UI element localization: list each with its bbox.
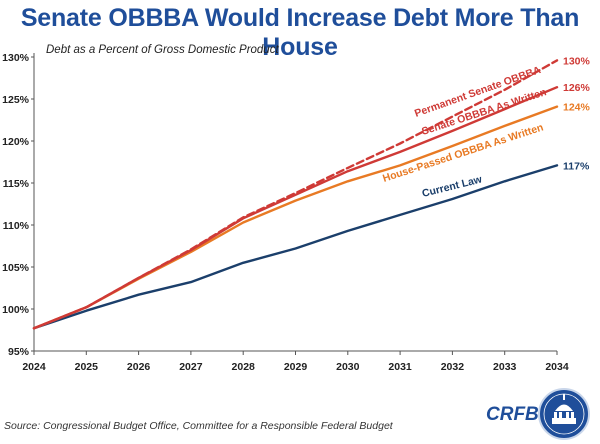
series-line-permanent-senate	[32, 59, 559, 330]
series-line-senate-as-written	[32, 85, 559, 330]
y-tick-labels: 95% 100% 105% 110% 115% 120% 125% 130%	[2, 52, 34, 358]
end-value-label-current-law: 117%	[563, 160, 590, 172]
x-tick-label: 2028	[232, 361, 256, 373]
series-label-current-law: Current Law	[421, 173, 484, 200]
y-tick-label: 100%	[2, 304, 30, 316]
y-tick-label: 110%	[3, 220, 30, 232]
series-line-current-law	[32, 164, 559, 330]
y-tick-label: 120%	[2, 136, 30, 148]
end-value-labels: 130% 126% 124% 117%	[563, 55, 591, 172]
x-tick-labels: 2024 2025 2026 2027 2028 2029 2030 2031 2032 2033…	[22, 351, 569, 373]
x-tick-label: 2030	[336, 361, 360, 373]
y-axis-description: Debt as a Percent of Gross Domestic Prod…	[46, 44, 279, 56]
series-line-house-passed	[32, 105, 559, 330]
y-tick-label: 105%	[2, 262, 30, 274]
y-tick-label: 125%	[2, 94, 30, 106]
x-tick-label: 2027	[179, 361, 203, 373]
y-tick-label: 130%	[2, 52, 30, 64]
chart-title: Senate OBBBA Would Increase Debt More Th…	[20, 4, 580, 61]
series-lines	[32, 59, 559, 330]
end-value-label-senate-as-written: 126%	[563, 82, 591, 94]
x-tick-label: 2032	[441, 361, 465, 373]
x-tick-label: 2033	[493, 361, 517, 373]
x-tick-label: 2029	[284, 361, 308, 373]
end-value-label-house-passed: 124%	[563, 102, 591, 114]
y-tick-label: 95%	[8, 346, 30, 358]
capitol-seal-icon	[538, 388, 590, 440]
x-tick-label: 2025	[75, 361, 99, 373]
x-tick-label: 2034	[545, 361, 569, 373]
x-tick-label: 2024	[22, 361, 46, 373]
y-tick-label: 115%	[3, 178, 30, 190]
x-tick-label: 2026	[127, 361, 151, 373]
source-note: Source: Congressional Budget Office, Com…	[4, 420, 393, 432]
x-tick-label: 2031	[388, 361, 412, 373]
end-value-label-permanent-senate: 130%	[563, 55, 591, 67]
